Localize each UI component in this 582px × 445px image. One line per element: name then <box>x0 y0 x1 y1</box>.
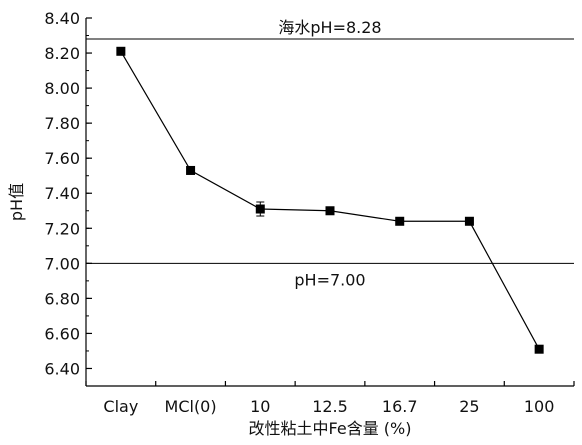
y-tick-label: 6.80 <box>44 289 80 308</box>
x-tick-label: 25 <box>459 397 479 416</box>
data-series <box>116 46 544 354</box>
y-tick-label: 7.00 <box>44 254 80 273</box>
y-axis-title: pH值 <box>7 183 26 221</box>
y-tick-label: 6.60 <box>44 324 80 343</box>
y-tick-label: 7.20 <box>44 219 80 238</box>
x-axis-title: 改性粘土中Fe含量 (%) <box>249 419 412 438</box>
axes: 6.40 6.60 6.80 7.00 7.20 7.40 7.60 7.80 8.00 8.20… <box>44 9 575 416</box>
x-tick-label: Clay <box>103 397 138 416</box>
y-tick-label: 7.60 <box>44 149 80 168</box>
data-point <box>255 204 265 214</box>
y-tick-label: 8.20 <box>44 44 80 63</box>
data-point <box>534 344 544 354</box>
data-point <box>325 206 335 216</box>
x-tick-label: 10 <box>250 397 270 416</box>
data-point <box>116 46 126 56</box>
data-point <box>395 216 405 226</box>
data-point <box>464 216 474 226</box>
data-point <box>186 165 196 175</box>
reference-line-label: pH=7.00 <box>294 270 365 289</box>
series-line <box>120 50 540 350</box>
x-tick-label: 100 <box>524 397 555 416</box>
reference-lines: 海水pH=8.28 pH=7.00 <box>86 18 574 289</box>
y-tick-label: 6.40 <box>44 359 80 378</box>
x-tick-label: 12.5 <box>312 397 348 416</box>
y-tick-label: 7.40 <box>44 184 80 203</box>
x-tick-label: MCl(0) <box>165 397 217 416</box>
y-tick-label: 8.00 <box>44 79 80 98</box>
y-tick-label: 7.80 <box>44 114 80 133</box>
reference-line-label: 海水pH=8.28 <box>278 18 381 37</box>
x-tick-label: 16.7 <box>382 397 418 416</box>
y-tick-label: 8.40 <box>44 9 80 28</box>
